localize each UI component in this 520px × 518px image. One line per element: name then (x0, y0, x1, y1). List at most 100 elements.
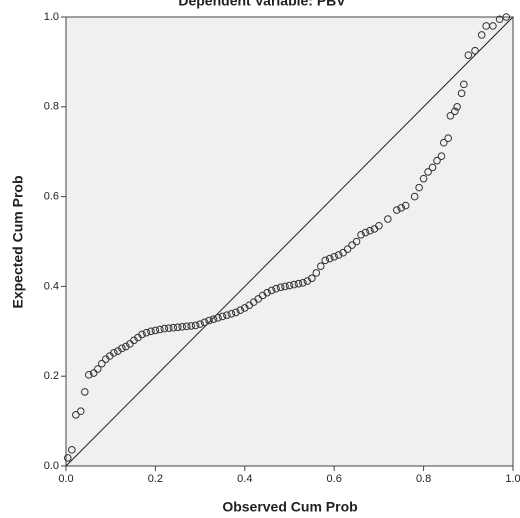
point (384, 215, 392, 223)
point (147, 327, 155, 336)
point (415, 183, 423, 192)
y-tick-label: 0.4 (44, 280, 59, 292)
y-axis-label: Expected Cum Prob (10, 175, 26, 308)
x-tick-label: 0.0 (58, 473, 73, 485)
point (272, 284, 280, 293)
point (495, 15, 504, 24)
point (173, 323, 182, 332)
point (151, 326, 160, 335)
point (63, 454, 72, 462)
point (169, 323, 178, 332)
point (114, 347, 122, 355)
point (130, 336, 138, 345)
point (118, 344, 126, 353)
point (281, 282, 289, 291)
point (312, 269, 321, 277)
point (477, 31, 486, 39)
point (453, 103, 461, 111)
point (142, 328, 151, 337)
point (93, 365, 102, 373)
reference-line (65, 16, 514, 467)
point (196, 320, 204, 328)
x-tick-label: 0.6 (327, 473, 342, 485)
point (299, 279, 307, 287)
point (330, 252, 339, 261)
point (187, 322, 195, 330)
point (401, 201, 410, 210)
point (138, 330, 146, 339)
point (205, 316, 213, 325)
x-tick-label: 0.2 (148, 473, 163, 485)
point (433, 156, 441, 165)
point (165, 324, 173, 332)
point (267, 286, 276, 295)
point (290, 280, 298, 289)
point (410, 192, 419, 201)
point (392, 206, 401, 214)
chart-title: Dependent Variable: PBV (178, 0, 346, 9)
point (471, 46, 479, 55)
point (97, 359, 106, 368)
point (232, 308, 240, 317)
point (366, 226, 374, 235)
point (122, 342, 130, 351)
point (223, 311, 231, 319)
point (276, 283, 285, 292)
point (419, 174, 428, 183)
point (214, 314, 222, 322)
point (182, 322, 191, 331)
point (294, 279, 303, 288)
y-tick-label: 0.8 (44, 101, 59, 113)
point (464, 51, 473, 59)
point (191, 321, 200, 330)
point (316, 262, 325, 270)
point (321, 256, 330, 265)
x-tick-label: 0.8 (416, 473, 431, 485)
point (460, 80, 468, 89)
point (489, 22, 497, 30)
x-tick-label: 1.0 (505, 473, 520, 485)
point (68, 446, 76, 454)
point (451, 107, 459, 116)
point (209, 315, 218, 323)
point (80, 388, 89, 396)
y-tick-label: 1.0 (44, 11, 59, 23)
y-tick-label: 0.0 (44, 460, 59, 472)
point (375, 221, 383, 230)
point (76, 407, 85, 416)
point (457, 89, 466, 98)
point (397, 204, 406, 212)
y-tick-label: 0.2 (44, 370, 59, 382)
point (334, 251, 343, 259)
point (89, 369, 98, 377)
y-tick-label: 0.6 (44, 191, 59, 203)
point (84, 371, 93, 379)
point (308, 274, 316, 283)
x-axis-label: Observed Cum Prob (222, 499, 357, 515)
point (236, 306, 245, 314)
point (437, 152, 446, 160)
point (502, 13, 511, 21)
point (160, 324, 169, 333)
point (446, 111, 455, 120)
point (285, 281, 294, 290)
point (227, 309, 236, 318)
x-tick-label: 0.4 (237, 473, 252, 485)
point (361, 228, 370, 237)
point (156, 325, 164, 334)
point (352, 237, 361, 246)
point (218, 312, 227, 321)
point (200, 318, 209, 327)
point (428, 163, 437, 172)
point (263, 288, 271, 297)
point (444, 134, 452, 143)
point (72, 411, 80, 419)
point (439, 138, 448, 147)
point (178, 323, 187, 331)
point (325, 254, 334, 263)
point (110, 349, 118, 357)
point (357, 230, 365, 239)
point (424, 168, 432, 176)
point (343, 245, 352, 253)
